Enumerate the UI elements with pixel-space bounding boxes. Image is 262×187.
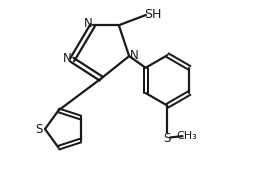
Text: SH: SH [144,7,161,21]
Text: N: N [130,49,139,62]
Text: N: N [62,52,71,65]
Text: S: S [163,131,170,145]
Text: CH₃: CH₃ [177,131,198,141]
Text: S: S [36,122,43,136]
Text: N: N [84,17,92,30]
